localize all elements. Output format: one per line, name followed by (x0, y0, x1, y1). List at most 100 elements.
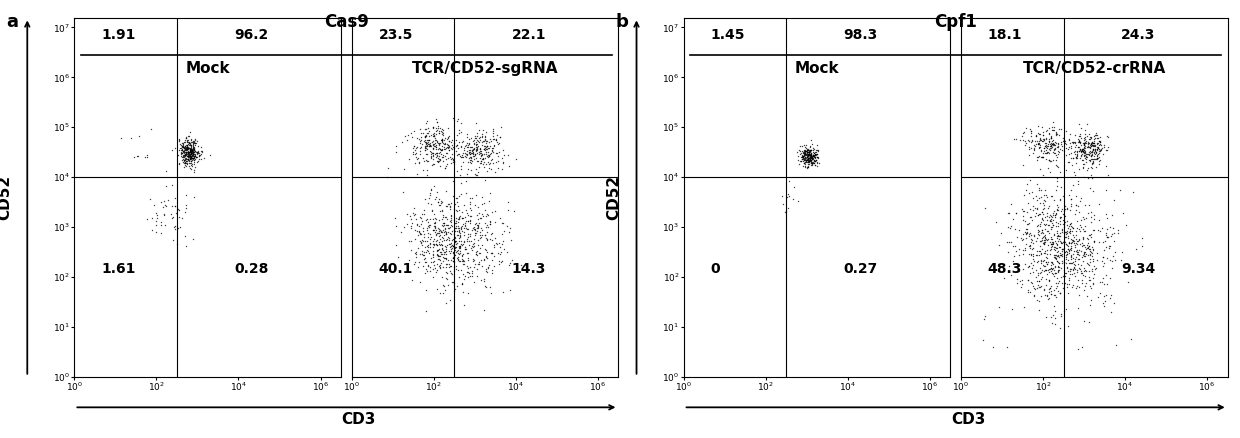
Point (433, 221, 453, 228)
Point (999, 209, 1019, 216)
Point (990, 241, 1009, 248)
Point (1097, 226, 1117, 233)
Point (1074, 134, 1094, 141)
Point (1096, 271, 1116, 278)
Point (432, 131, 451, 138)
Point (172, 154, 192, 161)
Point (1080, 233, 1100, 240)
Point (180, 155, 200, 162)
Point (1065, 235, 1085, 242)
Point (480, 221, 500, 228)
Point (1044, 127, 1064, 134)
Point (1060, 271, 1080, 278)
Point (175, 144, 195, 151)
Point (449, 266, 469, 273)
Point (476, 237, 496, 244)
Point (433, 154, 453, 161)
Point (1027, 258, 1047, 265)
Point (1024, 258, 1044, 265)
Point (486, 137, 506, 144)
Point (1063, 282, 1083, 289)
Point (428, 159, 448, 166)
Point (425, 231, 445, 238)
Point (429, 256, 449, 263)
Point (467, 221, 487, 228)
Point (1100, 294, 1120, 301)
Point (176, 146, 196, 153)
Point (440, 202, 460, 209)
Point (409, 258, 429, 265)
Point (413, 262, 433, 269)
Point (444, 159, 464, 166)
Point (1019, 242, 1039, 249)
Point (1084, 237, 1104, 244)
Point (1027, 296, 1047, 303)
Point (800, 151, 820, 158)
Point (433, 136, 453, 143)
Point (461, 226, 481, 233)
Point (1074, 248, 1094, 255)
Point (801, 154, 821, 161)
Point (458, 150, 477, 157)
Point (419, 127, 439, 134)
Point (491, 258, 511, 265)
Point (1084, 270, 1104, 277)
Point (1065, 273, 1085, 280)
Point (161, 214, 181, 221)
Point (436, 243, 456, 250)
Point (415, 146, 435, 153)
Point (1050, 325, 1070, 332)
Point (444, 230, 464, 237)
Point (1034, 205, 1054, 212)
Point (417, 215, 436, 222)
Point (461, 144, 481, 151)
Point (997, 238, 1017, 245)
Point (415, 125, 435, 132)
Point (799, 148, 818, 155)
Point (180, 139, 200, 146)
Point (433, 137, 453, 144)
Point (799, 155, 818, 162)
Point (1086, 155, 1106, 162)
Point (477, 265, 497, 272)
Point (1064, 269, 1084, 276)
Point (474, 161, 494, 168)
Point (1065, 265, 1085, 272)
Point (460, 156, 480, 163)
Point (1049, 232, 1069, 239)
Point (463, 149, 482, 156)
Point (1054, 267, 1074, 274)
Point (184, 155, 203, 162)
Point (181, 144, 201, 151)
Point (448, 116, 467, 123)
Point (466, 266, 486, 273)
Point (1074, 141, 1094, 148)
Point (1090, 147, 1110, 154)
Point (409, 159, 429, 166)
Point (1032, 137, 1052, 144)
Point (1045, 263, 1065, 270)
Point (176, 151, 196, 158)
Point (486, 159, 506, 166)
Point (419, 195, 439, 202)
Point (470, 234, 490, 241)
Point (1050, 207, 1070, 214)
Point (422, 149, 441, 156)
Point (477, 144, 497, 151)
Point (440, 244, 460, 251)
Point (1034, 241, 1054, 248)
Point (1037, 209, 1056, 216)
Point (1058, 245, 1078, 252)
Point (1037, 135, 1056, 142)
Point (1052, 251, 1071, 258)
Point (448, 249, 467, 256)
Point (1045, 247, 1065, 254)
Point (1061, 254, 1081, 261)
Point (450, 234, 470, 241)
Point (427, 131, 446, 138)
Point (479, 153, 498, 160)
Point (177, 152, 197, 159)
Point (1037, 156, 1056, 163)
Point (1060, 131, 1080, 138)
Point (423, 141, 443, 148)
